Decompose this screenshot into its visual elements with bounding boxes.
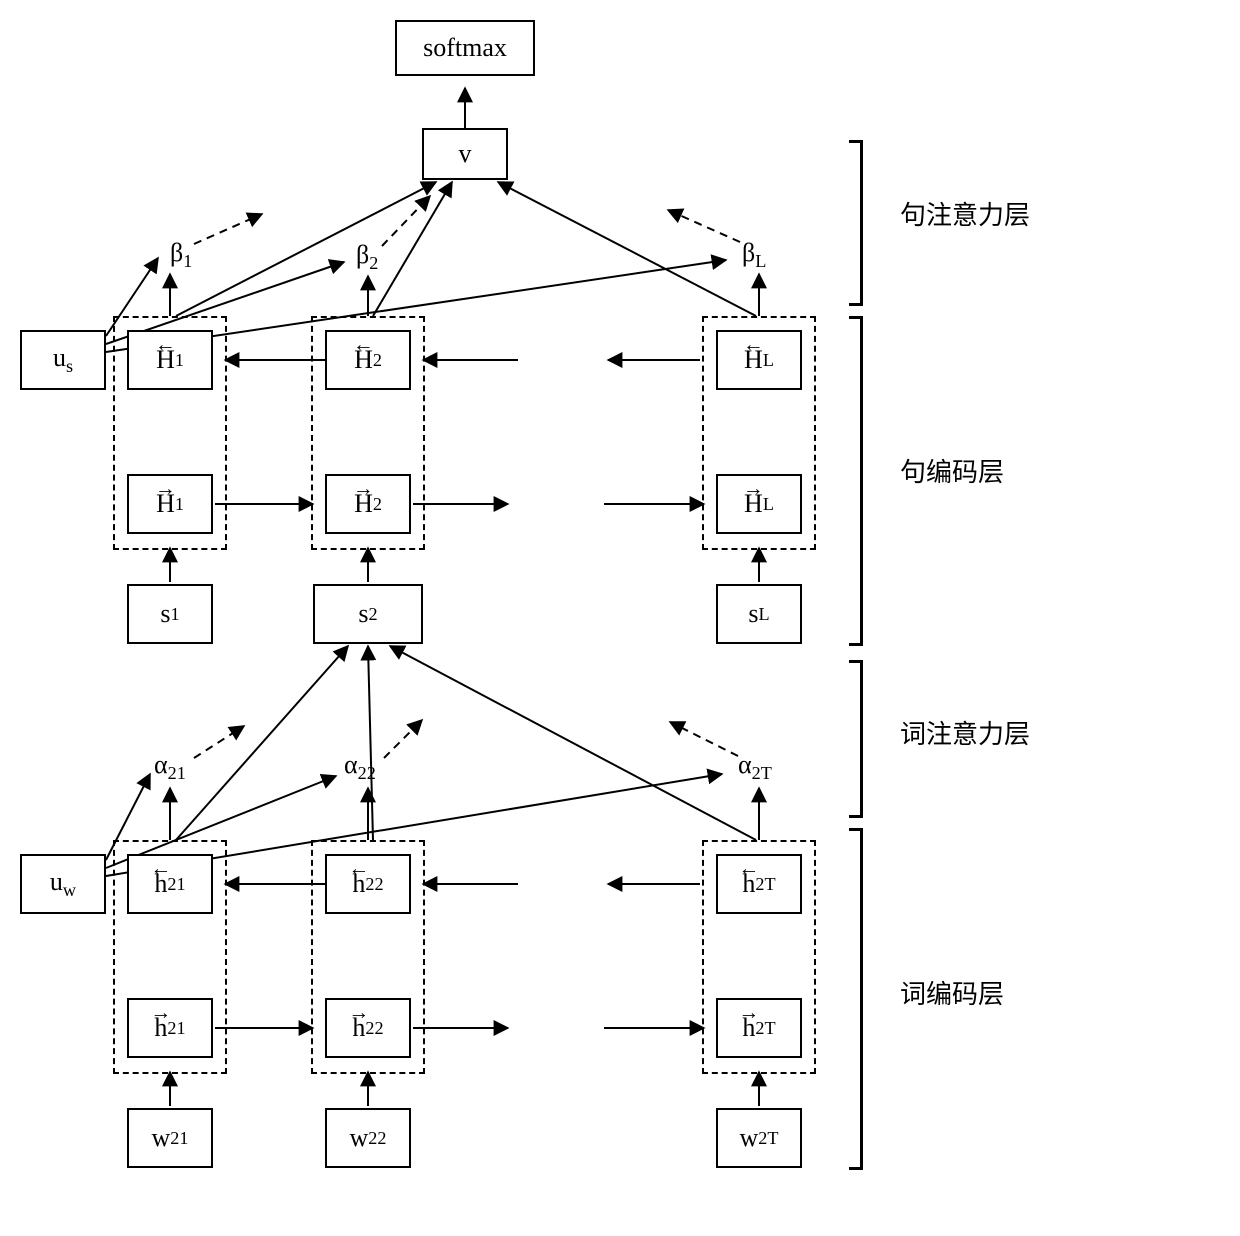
bracket-sent-encode (860, 316, 863, 646)
beta-2: β2 (356, 240, 378, 274)
w-22: w22 (325, 1108, 411, 1168)
diagram-canvas: softmax v β1 β2 βL us H1 H2 HL H1 H2 HL … (0, 0, 1240, 1236)
H-back-1: H1 (127, 330, 213, 390)
h-back-2T: h2T (716, 854, 802, 914)
label-sent-attention: 句注意力层 (900, 195, 1030, 232)
w-2T: w2T (716, 1108, 802, 1168)
label-sent-encode: 句编码层 (900, 452, 1004, 489)
alpha-22: α22 (344, 750, 376, 784)
bracket-word-attention (860, 660, 863, 818)
h-back-21: h21 (127, 854, 213, 914)
h-fwd-2T: h2T (716, 998, 802, 1058)
s-2: s2 (313, 584, 423, 644)
alpha-21: α21 (154, 750, 186, 784)
s-L: sL (716, 584, 802, 644)
beta-L: βL (742, 238, 766, 272)
h-back-22: h22 (325, 854, 411, 914)
u-w-label: uw (50, 867, 76, 901)
v-box: v (422, 128, 508, 180)
u-s-box: us (20, 330, 106, 390)
label-word-attention: 词注意力层 (900, 714, 1030, 751)
softmax-label: softmax (423, 33, 507, 63)
w-21: w21 (127, 1108, 213, 1168)
H-fwd-1: H1 (127, 474, 213, 534)
H-back-2: H2 (325, 330, 411, 390)
h-fwd-22: h22 (325, 998, 411, 1058)
label-word-encode: 词编码层 (900, 974, 1004, 1011)
h-fwd-21: h21 (127, 998, 213, 1058)
bracket-sent-attention (860, 140, 863, 306)
v-label: v (459, 139, 472, 169)
u-w-box: uw (20, 854, 106, 914)
H-fwd-2: H2 (325, 474, 411, 534)
alpha-2T: α2T (738, 750, 772, 784)
H-fwd-L: HL (716, 474, 802, 534)
s-1: s1 (127, 584, 213, 644)
u-s-label: us (53, 343, 73, 377)
H-back-L: HL (716, 330, 802, 390)
softmax-box: softmax (395, 20, 535, 76)
beta-1: β1 (170, 238, 192, 272)
bracket-word-encode (860, 828, 863, 1170)
